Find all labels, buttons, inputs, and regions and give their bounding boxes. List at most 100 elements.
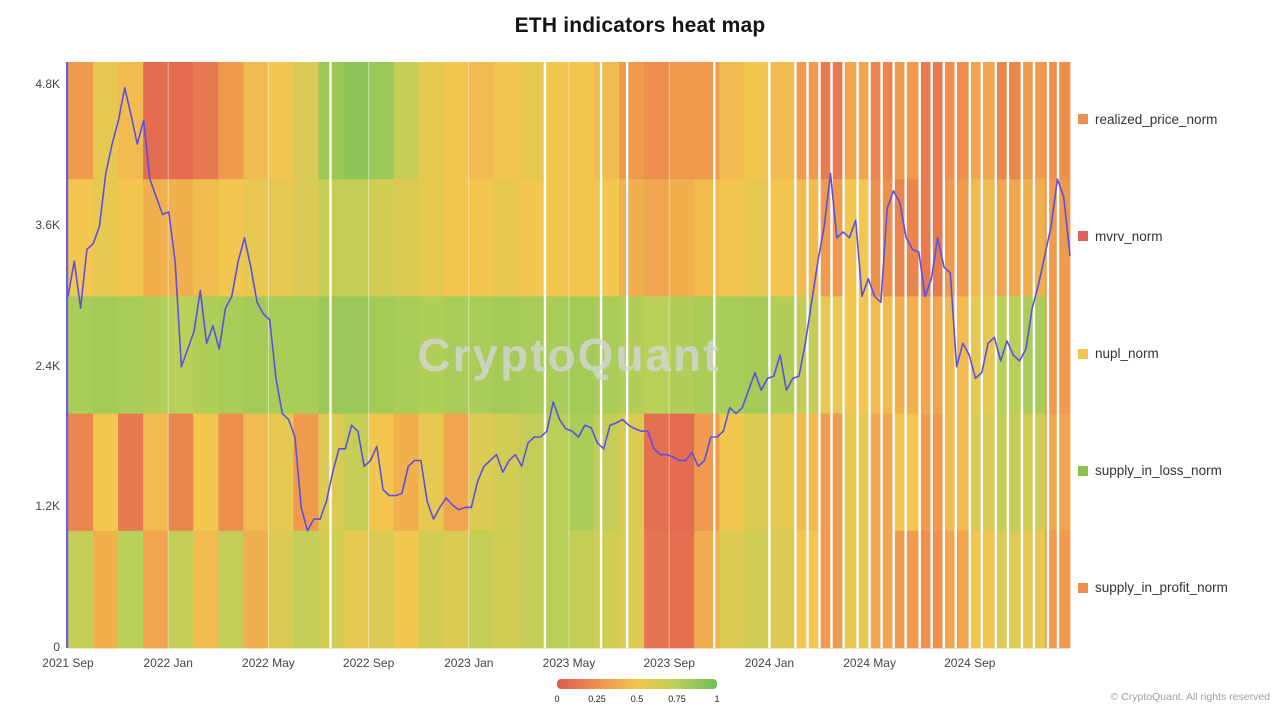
heatmap-cell[interactable] (468, 530, 495, 649)
heatmap-cell[interactable] (268, 179, 294, 297)
heatmap-cell[interactable] (268, 296, 294, 414)
heatmap-cell[interactable] (243, 296, 269, 414)
heatmap-cell[interactable] (569, 296, 595, 414)
heatmap-cell[interactable] (594, 413, 620, 532)
heatmap-cell[interactable] (293, 179, 319, 297)
heatmap-cell[interactable] (569, 179, 595, 297)
heatmap-cell[interactable] (894, 530, 921, 649)
heatmap-cell[interactable] (744, 296, 770, 414)
heatmap-cell[interactable] (243, 62, 269, 180)
heatmap-cell[interactable] (594, 296, 620, 414)
heatmap-cell[interactable] (644, 530, 670, 649)
heatmap-cell[interactable] (118, 62, 144, 180)
heatmap-cell[interactable] (543, 296, 570, 414)
heatmap-cell[interactable] (744, 413, 770, 532)
heatmap-cell[interactable] (493, 530, 520, 649)
heatmap-cell[interactable] (443, 62, 470, 180)
heatmap-cell[interactable] (669, 413, 695, 532)
legend-item[interactable]: supply_in_loss_norm (1078, 463, 1222, 478)
heatmap-cell[interactable] (118, 179, 144, 297)
legend-item[interactable]: supply_in_profit_norm (1078, 580, 1228, 595)
legend-item[interactable]: realized_price_norm (1078, 112, 1217, 127)
heatmap-cell[interactable] (168, 413, 194, 532)
heatmap-cell[interactable] (193, 413, 219, 532)
heatmap-cell[interactable] (68, 62, 94, 180)
heatmap-cell[interactable] (894, 296, 921, 414)
heatmap-cell[interactable] (944, 413, 971, 532)
heatmap-cell[interactable] (143, 413, 169, 532)
heatmap-cell[interactable] (468, 179, 495, 297)
heatmap-cell[interactable] (769, 179, 795, 297)
heatmap-cell[interactable] (744, 179, 770, 297)
heatmap-cell[interactable] (243, 179, 269, 297)
heatmap-cell[interactable] (744, 62, 770, 180)
heatmap-cell[interactable] (493, 62, 520, 180)
heatmap-cell[interactable] (669, 296, 695, 414)
heatmap-cell[interactable] (468, 296, 495, 414)
heatmap-cell[interactable] (368, 530, 395, 649)
legend-item[interactable]: nupl_norm (1078, 346, 1159, 361)
heatmap-cell[interactable] (619, 413, 645, 532)
heatmap-cell[interactable] (93, 296, 119, 414)
heatmap-cell[interactable] (443, 413, 470, 532)
heatmap-cell[interactable] (393, 530, 420, 649)
heatmap-cell[interactable] (1019, 179, 1046, 297)
heatmap-cell[interactable] (518, 179, 545, 297)
heatmap-cell[interactable] (493, 179, 520, 297)
heatmap-cell[interactable] (343, 179, 369, 297)
heatmap-cell[interactable] (343, 296, 369, 414)
heatmap-cell[interactable] (1019, 296, 1046, 414)
heatmap-cell[interactable] (193, 179, 219, 297)
heatmap-cell[interactable] (143, 530, 169, 649)
heatmap-cell[interactable] (268, 62, 294, 180)
heatmap-cell[interactable] (218, 413, 244, 532)
heatmap-cell[interactable] (93, 530, 119, 649)
heatmap-cell[interactable] (168, 530, 194, 649)
heatmap-cell[interactable] (118, 530, 144, 649)
heatmap-cell[interactable] (894, 62, 921, 180)
heatmap-cell[interactable] (343, 530, 369, 649)
heatmap-cell[interactable] (118, 296, 144, 414)
heatmap-cell[interactable] (1019, 413, 1046, 532)
heatmap-cell[interactable] (68, 413, 94, 532)
heatmap-cell[interactable] (594, 530, 620, 649)
heatmap-cell[interactable] (769, 413, 795, 532)
heatmap-cell[interactable] (644, 296, 670, 414)
heatmap-cell[interactable] (1019, 62, 1046, 180)
heatmap-cell[interactable] (293, 296, 319, 414)
heatmap-cell[interactable] (393, 179, 420, 297)
heatmap-cell[interactable] (393, 62, 420, 180)
heatmap-cell[interactable] (118, 413, 144, 532)
heatmap-cell[interactable] (443, 530, 470, 649)
heatmap-cell[interactable] (894, 179, 921, 297)
heatmap-cell[interactable] (193, 296, 219, 414)
heatmap-cell[interactable] (719, 530, 745, 649)
heatmap-cell[interactable] (669, 62, 695, 180)
heatmap-cell[interactable] (518, 296, 545, 414)
heatmap-cell[interactable] (93, 62, 119, 180)
heatmap-cell[interactable] (518, 413, 545, 532)
heatmap-cell[interactable] (619, 62, 645, 180)
heatmap-cell[interactable] (418, 530, 445, 649)
heatmap-cell[interactable] (944, 62, 971, 180)
heatmap-cell[interactable] (694, 179, 720, 297)
heatmap-cell[interactable] (569, 530, 595, 649)
heatmap-cell[interactable] (669, 179, 695, 297)
heatmap-cell[interactable] (168, 62, 194, 180)
heatmap-cell[interactable] (769, 296, 795, 414)
heatmap-cell[interactable] (594, 62, 620, 180)
heatmap-cell[interactable] (769, 62, 795, 180)
heatmap-cell[interactable] (468, 62, 495, 180)
heatmap-cell[interactable] (944, 179, 971, 297)
heatmap-cell[interactable] (443, 296, 470, 414)
heatmap-cell[interactable] (719, 62, 745, 180)
heatmap-cell[interactable] (894, 413, 921, 532)
heatmap-cell[interactable] (418, 179, 445, 297)
heatmap-cell[interactable] (418, 62, 445, 180)
heatmap-cell[interactable] (268, 530, 294, 649)
heatmap-cell[interactable] (368, 179, 395, 297)
heatmap-cell[interactable] (493, 296, 520, 414)
heatmap-cell[interactable] (218, 296, 244, 414)
heatmap-cell[interactable] (619, 179, 645, 297)
